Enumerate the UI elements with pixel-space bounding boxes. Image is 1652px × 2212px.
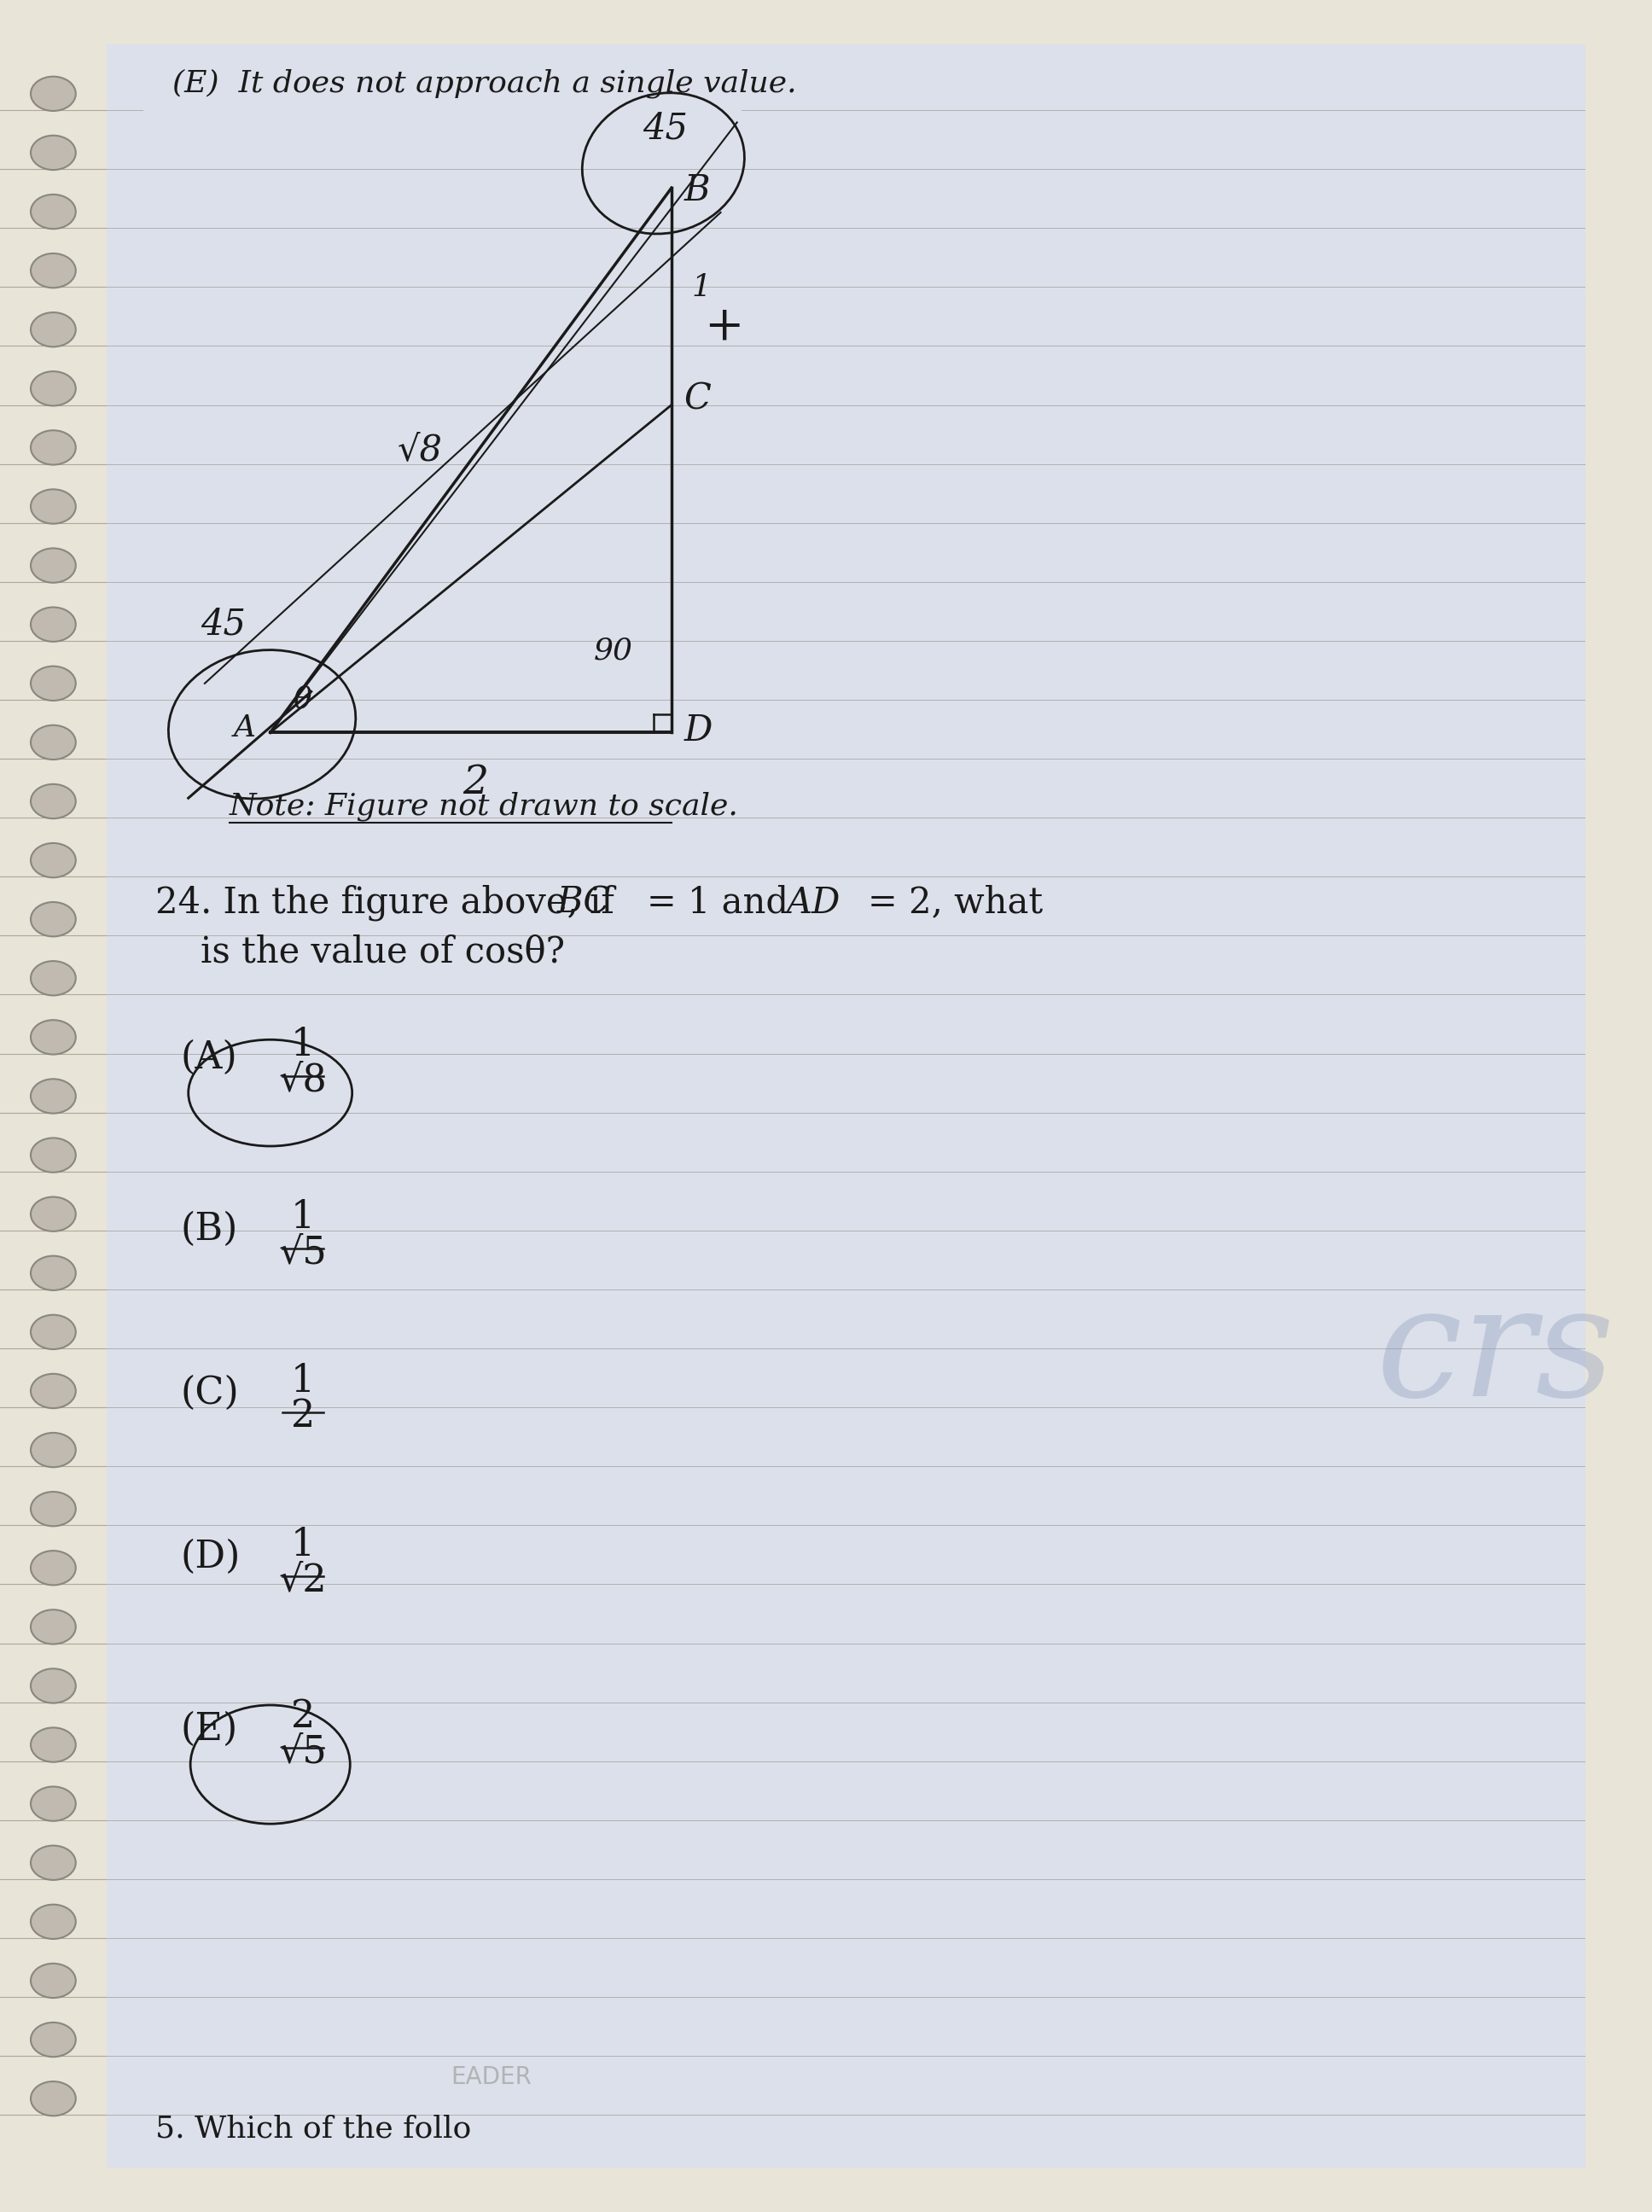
Text: +: + <box>704 303 743 349</box>
Text: 1: 1 <box>291 1363 316 1400</box>
FancyBboxPatch shape <box>106 44 1586 2168</box>
Ellipse shape <box>31 372 76 405</box>
Text: θ: θ <box>292 686 312 714</box>
Ellipse shape <box>31 843 76 878</box>
Text: 1: 1 <box>692 274 712 303</box>
Text: 5. Which of the follo: 5. Which of the follo <box>155 2115 471 2143</box>
Text: is the value of cosθ?: is the value of cosθ? <box>155 933 565 969</box>
Text: B: B <box>684 173 710 208</box>
Ellipse shape <box>31 1905 76 1940</box>
Text: D: D <box>684 712 712 748</box>
Ellipse shape <box>31 1079 76 1113</box>
Text: = 1 and: = 1 and <box>648 885 800 920</box>
Ellipse shape <box>31 1433 76 1467</box>
Text: = 2, what: = 2, what <box>867 885 1042 920</box>
Ellipse shape <box>31 254 76 288</box>
Text: A: A <box>233 714 256 743</box>
Text: √2: √2 <box>279 1562 327 1599</box>
Ellipse shape <box>31 666 76 701</box>
Ellipse shape <box>31 1787 76 1820</box>
Text: √8: √8 <box>279 1062 327 1099</box>
Text: 1: 1 <box>291 1199 316 1237</box>
Ellipse shape <box>31 1610 76 1644</box>
Text: (C): (C) <box>180 1376 240 1411</box>
Ellipse shape <box>31 1374 76 1409</box>
Text: crs: crs <box>1376 1279 1614 1429</box>
Text: (E): (E) <box>180 1710 238 1747</box>
Ellipse shape <box>31 1491 76 1526</box>
Ellipse shape <box>31 1197 76 1232</box>
Text: (E)  It does not approach a single value.: (E) It does not approach a single value. <box>172 69 796 100</box>
Ellipse shape <box>31 2022 76 2057</box>
Ellipse shape <box>31 195 76 228</box>
Text: 45: 45 <box>200 606 246 641</box>
Ellipse shape <box>31 902 76 936</box>
Ellipse shape <box>31 549 76 582</box>
FancyBboxPatch shape <box>144 44 742 117</box>
Ellipse shape <box>31 726 76 759</box>
Text: 90: 90 <box>593 635 633 666</box>
Text: 1: 1 <box>291 1526 316 1564</box>
FancyBboxPatch shape <box>0 44 1586 2168</box>
Text: 45: 45 <box>643 111 689 146</box>
Text: Note: Figure not drawn to scale.: Note: Figure not drawn to scale. <box>230 792 738 821</box>
Text: C: C <box>684 380 710 416</box>
Text: 2: 2 <box>463 763 489 803</box>
Text: √5: √5 <box>279 1234 327 1272</box>
Ellipse shape <box>31 1964 76 1997</box>
Text: (B): (B) <box>180 1212 238 1248</box>
Ellipse shape <box>31 312 76 347</box>
Ellipse shape <box>31 489 76 524</box>
Text: AD: AD <box>786 885 841 920</box>
Text: √8: √8 <box>396 431 443 469</box>
Ellipse shape <box>31 77 76 111</box>
Text: √5: √5 <box>279 1734 327 1770</box>
Text: BC: BC <box>557 885 611 920</box>
Ellipse shape <box>31 1256 76 1290</box>
Ellipse shape <box>31 960 76 995</box>
Text: 1: 1 <box>291 1026 316 1064</box>
Ellipse shape <box>31 1668 76 1703</box>
Text: 2: 2 <box>291 1699 316 1734</box>
Text: (A): (A) <box>180 1040 238 1075</box>
Ellipse shape <box>31 1551 76 1586</box>
Text: 24. In the figure above, if: 24. In the figure above, if <box>155 885 626 920</box>
Ellipse shape <box>31 2081 76 2117</box>
Ellipse shape <box>31 1020 76 1055</box>
Ellipse shape <box>31 608 76 641</box>
Ellipse shape <box>31 135 76 170</box>
Text: 2: 2 <box>291 1398 316 1436</box>
Text: EADER: EADER <box>451 2066 532 2088</box>
Ellipse shape <box>31 1314 76 1349</box>
Ellipse shape <box>31 1845 76 1880</box>
Ellipse shape <box>31 1137 76 1172</box>
Text: (D): (D) <box>180 1540 240 1575</box>
Ellipse shape <box>31 783 76 818</box>
Ellipse shape <box>31 431 76 465</box>
Ellipse shape <box>31 1728 76 1763</box>
